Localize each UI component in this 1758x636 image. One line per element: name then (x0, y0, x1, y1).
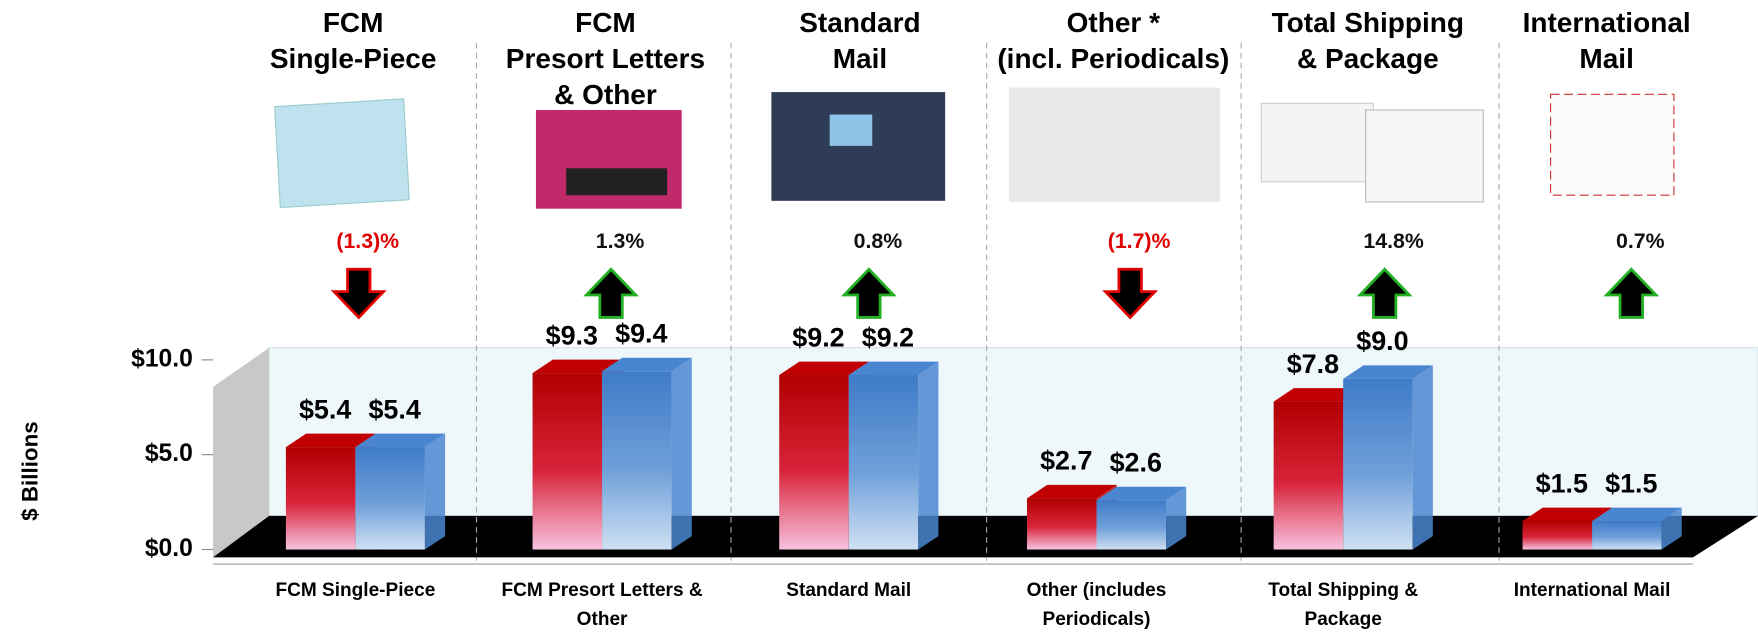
bar (849, 362, 939, 550)
x-tick-label: Total Shipping & (1268, 580, 1418, 601)
value-label: $7.8 (1287, 349, 1339, 379)
bar-side (425, 434, 445, 550)
bar (355, 434, 445, 550)
bar-side (1413, 365, 1433, 549)
change-label: (1.7)% (1108, 229, 1171, 253)
y-tick-label: $5.0 (145, 440, 193, 467)
value-label: $9.2 (862, 322, 914, 352)
x-tick-label: Periodicals) (1043, 609, 1151, 630)
column-title: International (1523, 7, 1691, 38)
x-tick-label: Other (includes (1027, 580, 1167, 601)
x-tick-label: FCM Presort Letters & (502, 580, 703, 601)
bar (1097, 487, 1187, 550)
bar-front (1274, 402, 1344, 550)
bar (1592, 508, 1682, 550)
x-tick-label: FCM Single-Piece (275, 580, 435, 601)
value-label: $1.5 (1605, 468, 1657, 498)
bar-front (849, 375, 919, 549)
column-title: FCM (323, 7, 384, 38)
change-arrow (334, 269, 383, 317)
value-label: $2.7 (1040, 446, 1092, 476)
y-axis-label: $ Billions (17, 421, 42, 521)
column-title: Standard (799, 7, 920, 38)
change-label: 1.3% (596, 229, 645, 253)
bar-front (1343, 379, 1413, 550)
bar (602, 358, 692, 550)
value-label: $9.0 (1356, 326, 1408, 356)
bar-front (1592, 521, 1662, 549)
value-label: $5.4 (299, 394, 351, 424)
value-label: $1.5 (1536, 468, 1588, 498)
change-label: (1.3)% (336, 229, 399, 253)
bar-front (602, 371, 672, 549)
x-tick-label: Other (577, 609, 628, 630)
y-tick-label: $10.0 (131, 345, 193, 372)
change-label: 14.8% (1363, 229, 1423, 253)
x-tick-label: Package (1305, 609, 1382, 630)
value-label: $9.4 (615, 318, 667, 348)
bar (1343, 365, 1433, 549)
column-title: Mail (1579, 43, 1634, 74)
bar-front (1523, 521, 1593, 549)
column-title: & Package (1297, 43, 1439, 74)
column-title: Single-Piece (270, 43, 437, 74)
pictures (275, 88, 1674, 209)
change-arrow (1607, 269, 1656, 317)
change-label: 0.8% (854, 229, 903, 253)
column-title: FCM (575, 7, 636, 38)
page: $ Billions $0.0 $5.0 $10.0 FCM Single-Piece F… (0, 0, 1758, 636)
bar-side (672, 358, 692, 550)
change-arrow (586, 269, 635, 317)
column-title: Presort Letters (506, 43, 705, 74)
bar-front (1027, 498, 1097, 549)
column-title: & Other (554, 79, 657, 110)
column-title: (incl. Periodicals) (997, 43, 1229, 74)
value-label: $9.3 (546, 320, 598, 350)
bar-front (355, 447, 425, 549)
column-title: Mail (833, 43, 888, 74)
bar-front (779, 375, 849, 549)
y-tick-label: $0.0 (145, 535, 193, 562)
chart: $ Billions $0.0 $5.0 $10.0 FCM Single-Piece F… (0, 0, 1758, 636)
column-title: Total Shipping (1272, 7, 1464, 38)
bar-front (1097, 500, 1167, 549)
change-arrow (844, 269, 893, 317)
x-tick-label: International Mail (1514, 580, 1671, 601)
change-label: 0.7% (1616, 229, 1665, 253)
x-tick-label: Standard Mail (786, 580, 911, 601)
bar-front (533, 373, 603, 549)
change-arrow (1105, 269, 1154, 317)
value-label: $2.6 (1110, 447, 1162, 477)
change-arrow (1360, 269, 1409, 317)
bar-side (918, 362, 938, 550)
column-title: Other * (1067, 7, 1161, 38)
bar-front (286, 447, 356, 549)
value-label: $9.2 (792, 322, 844, 352)
value-label: $5.4 (368, 394, 420, 424)
